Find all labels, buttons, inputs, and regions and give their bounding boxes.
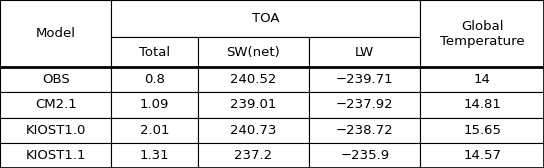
Bar	[0, 118, 112, 143]
Bar	[0, 92, 112, 118]
Text: OBS: OBS	[42, 73, 70, 86]
Bar	[421, 118, 544, 143]
Bar	[198, 67, 309, 92]
Text: Model: Model	[36, 27, 76, 40]
Bar	[0, 0, 112, 67]
Text: 0.8: 0.8	[144, 73, 165, 86]
Bar	[198, 92, 309, 118]
Text: SW(net): SW(net)	[227, 46, 280, 59]
Text: Total: Total	[139, 46, 170, 59]
Bar	[309, 92, 421, 118]
Text: KIOST1.1: KIOST1.1	[26, 149, 86, 162]
Bar	[198, 37, 309, 67]
Text: LW: LW	[355, 46, 374, 59]
Bar	[421, 0, 544, 67]
Text: 237.2: 237.2	[234, 149, 273, 162]
Text: 240.52: 240.52	[230, 73, 277, 86]
Text: KIOST1.0: KIOST1.0	[26, 124, 86, 137]
Text: Global
Temperature: Global Temperature	[440, 20, 524, 48]
Text: −235.9: −235.9	[340, 149, 390, 162]
Bar	[421, 143, 544, 168]
Text: 1.31: 1.31	[140, 149, 169, 162]
Text: CM2.1: CM2.1	[35, 98, 77, 112]
Text: 14.57: 14.57	[463, 149, 501, 162]
Bar	[198, 118, 309, 143]
Bar	[309, 143, 421, 168]
Bar	[309, 37, 421, 67]
Bar	[309, 67, 421, 92]
Text: 1.09: 1.09	[140, 98, 169, 112]
Text: 239.01: 239.01	[230, 98, 277, 112]
Bar	[309, 118, 421, 143]
Text: 14.81: 14.81	[463, 98, 501, 112]
Text: −238.72: −238.72	[336, 124, 393, 137]
Bar	[112, 143, 198, 168]
Bar	[421, 92, 544, 118]
Bar	[112, 118, 198, 143]
Text: TOA: TOA	[252, 12, 280, 25]
Text: 240.73: 240.73	[230, 124, 277, 137]
Text: −237.92: −237.92	[336, 98, 393, 112]
Bar	[112, 67, 198, 92]
Bar	[0, 67, 112, 92]
Bar	[198, 143, 309, 168]
Bar	[421, 67, 544, 92]
Bar	[0, 143, 112, 168]
Text: 2.01: 2.01	[140, 124, 169, 137]
Text: 14: 14	[474, 73, 491, 86]
Text: −239.71: −239.71	[336, 73, 393, 86]
Bar	[112, 92, 198, 118]
Bar	[112, 37, 198, 67]
Bar	[112, 0, 421, 37]
Text: 15.65: 15.65	[463, 124, 501, 137]
